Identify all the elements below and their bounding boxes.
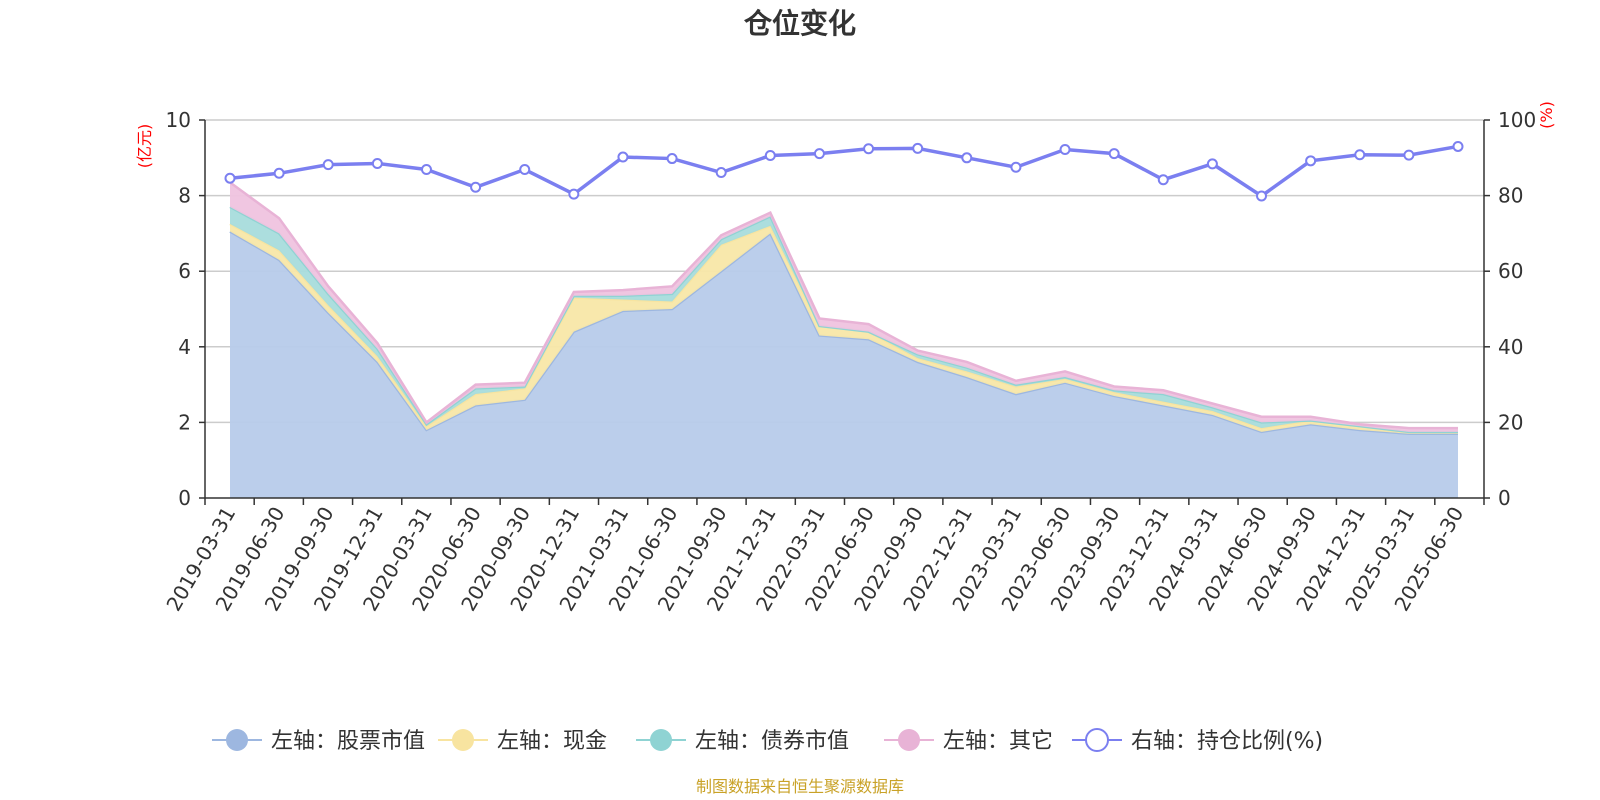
ratio-point — [1059, 143, 1071, 155]
ratio-point — [617, 151, 629, 163]
ratio-point — [1256, 190, 1268, 202]
right-axis-tick-label: 20 — [1498, 410, 1523, 434]
legend-marker — [452, 729, 474, 751]
ratio-point — [1108, 148, 1120, 160]
left-axis-unit: (亿元) — [135, 124, 154, 169]
ratio-point — [273, 167, 285, 179]
ratio-point — [371, 157, 383, 169]
left-axis-tick-label: 0 — [178, 486, 191, 510]
left-axis-tick-label: 8 — [178, 184, 191, 208]
ratio-point — [813, 148, 825, 160]
legend-label: 左轴：其它 — [943, 729, 1053, 754]
right-axis-tick-label: 100 — [1498, 108, 1536, 132]
legend-item: 右轴：持仓比例(%) — [1072, 728, 1323, 754]
ratio-point — [961, 152, 973, 164]
stacked-areas — [229, 181, 1458, 498]
ratio-point — [1452, 140, 1464, 152]
legend-item: 左轴：股票市值 — [212, 729, 425, 754]
ratio-point — [224, 172, 236, 184]
right-axis-tick-label: 40 — [1498, 335, 1523, 359]
right-axis-tick-label: 0 — [1498, 486, 1511, 510]
legend-label: 左轴：债券市值 — [695, 729, 849, 754]
ratio-point — [1157, 174, 1169, 186]
legend-label: 左轴：现金 — [497, 729, 607, 754]
ratio-point — [470, 181, 482, 193]
ratio-point — [568, 188, 580, 200]
ratio-line — [224, 140, 1464, 202]
left-axis-tick-label: 4 — [178, 335, 191, 359]
legend-marker — [650, 729, 672, 751]
left-axis-tick-label: 2 — [178, 410, 191, 434]
right-axis-tick-label: 60 — [1498, 259, 1523, 283]
legend-marker — [226, 729, 248, 751]
ratio-point — [1206, 158, 1218, 170]
ratio-point — [1305, 155, 1317, 167]
ratio-point — [420, 164, 432, 176]
ratio-point — [1403, 149, 1415, 161]
legend-marker — [898, 729, 920, 751]
legend-item: 左轴：现金 — [438, 729, 607, 754]
left-axis-tick-label: 10 — [166, 108, 191, 132]
area-edge-左轴：其它 — [229, 181, 1458, 430]
legend-item: 左轴：债券市值 — [636, 729, 849, 754]
ratio-point — [715, 167, 727, 179]
right-axis-unit: (%) — [1537, 101, 1556, 129]
ratio-point — [1010, 161, 1022, 173]
ratio-point — [322, 159, 334, 171]
left-axis-tick-label: 6 — [178, 259, 191, 283]
right-axis-tick-label: 80 — [1498, 184, 1523, 208]
legend-marker — [1085, 728, 1109, 752]
legend-item: 左轴：其它 — [884, 729, 1053, 754]
ratio-point — [1354, 149, 1366, 161]
ratio-point — [666, 153, 678, 165]
legend-label: 右轴：持仓比例(%) — [1131, 729, 1323, 754]
ratio-point — [912, 142, 924, 154]
ratio-point — [764, 150, 776, 162]
chart-title: 仓位变化 — [744, 7, 856, 40]
legend-label: 左轴：股票市值 — [271, 729, 425, 754]
ratio-point — [863, 143, 875, 155]
area-左轴：股票市值 — [230, 231, 1458, 498]
legend: 左轴：股票市值 左轴：现金 左轴：债券市值 左轴：其它 右轴：持仓比例(%) — [212, 728, 1323, 754]
source-note: 制图数据来自恒生聚源数据库 — [696, 777, 904, 796]
ratio-line-path — [229, 144, 1459, 199]
ratio-point — [519, 164, 531, 176]
